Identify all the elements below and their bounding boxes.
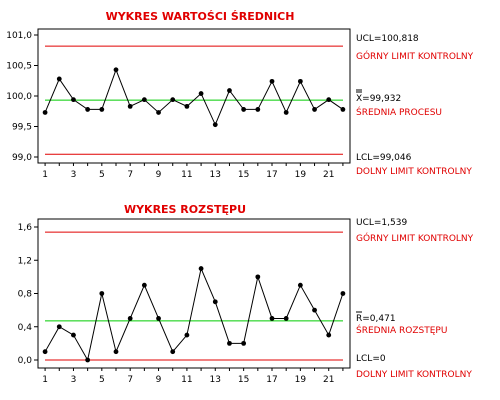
x-tick-label: 21: [323, 375, 334, 385]
x-tick-label: 7: [127, 375, 133, 385]
data-point: [227, 340, 232, 346]
data-point: [227, 88, 232, 93]
range-ucl-label: UCL=1,539: [356, 218, 407, 228]
range-lcl-label: LCL=0: [356, 354, 386, 364]
x-tick-label: 15: [238, 170, 249, 180]
x-tick-label: 21: [323, 170, 334, 180]
data-point: [312, 107, 317, 112]
range-chart: WYKRES ROZSTĘPU 0,00,40,81,21,6 1 3 5 7 9 11 1…: [18, 203, 474, 385]
mean-ucl-label: UCL=100,818: [356, 34, 419, 44]
x-tick-label: 1: [42, 375, 48, 385]
data-point: [71, 97, 76, 103]
data-point: [170, 97, 176, 103]
data-point: [141, 97, 147, 103]
x-tick-label: 7: [127, 170, 133, 180]
data-point: [340, 107, 346, 112]
mean-lcl-label: LCL=99,046: [356, 153, 412, 163]
x-tick-label: 15: [238, 375, 249, 385]
x-tick-label: 9: [156, 375, 162, 385]
x-tick-label: 3: [71, 375, 77, 385]
data-point: [127, 316, 133, 321]
data-point: [255, 274, 261, 280]
data-point: [326, 332, 332, 338]
data-point: [156, 316, 161, 321]
y-tick-label: 0,0: [18, 356, 33, 366]
range-ucl-sublabel: GÓRNY LIMIT KONTROLNY: [356, 232, 474, 244]
data-point: [312, 307, 317, 313]
x-tick-label: 11: [181, 170, 192, 180]
mean-chart: WYKRES WARTOŚCI ŚREDNICH 99,0 99,5 100,0 10…: [6, 10, 473, 180]
data-point: [184, 103, 190, 109]
data-point: [212, 122, 218, 128]
data-point: [326, 97, 332, 103]
data-point: [71, 332, 76, 338]
data-point: [212, 299, 218, 305]
range-cl-label: R=0,471: [356, 314, 396, 324]
series-line: [44, 68, 344, 126]
range-chart-plot-area: [37, 218, 351, 369]
y-tick-label: 1,2: [18, 256, 32, 266]
x-tick-label: 19: [295, 375, 307, 385]
data-point: [113, 67, 119, 73]
mean-chart-title: WYKRES WARTOŚCI ŚREDNICH: [106, 10, 295, 23]
data-point: [340, 291, 346, 296]
data-point: [156, 110, 161, 115]
data-point: [241, 340, 247, 346]
data-point: [127, 103, 133, 109]
data-point: [85, 357, 91, 363]
data-point: [269, 316, 275, 321]
data-point: [141, 282, 147, 288]
data-point: [184, 332, 190, 338]
x-tick-label: 9: [156, 170, 162, 180]
x-tick-label: 1: [42, 170, 48, 180]
y-tick-label: 0,4: [18, 323, 33, 333]
data-point: [198, 91, 204, 96]
data-point: [283, 316, 289, 321]
data-point: [99, 291, 105, 296]
series-line: [44, 266, 344, 362]
y-tick-label: 100,0: [6, 92, 32, 102]
data-point: [269, 78, 275, 84]
x-tick-label: 17: [266, 170, 277, 180]
x-tick-label: 11: [181, 375, 192, 385]
data-point: [99, 107, 105, 112]
range-cl-sublabel: ŚREDNIA ROZSTĘPU: [356, 324, 447, 336]
mean-chart-plot-area: [37, 28, 351, 164]
data-point: [241, 107, 247, 112]
range-chart-title: WYKRES ROZSTĘPU: [124, 203, 246, 216]
data-point: [297, 282, 303, 288]
x-tick-label: 5: [99, 170, 105, 180]
data-point: [170, 349, 176, 355]
x-tick-label: 19: [295, 170, 307, 180]
data-point: [42, 349, 48, 355]
y-tick-label: 100,5: [6, 62, 32, 72]
y-tick-label: 99,5: [12, 123, 32, 133]
mean-ucl-sublabel: GÓRNY LIMIT KONTROLNY: [356, 50, 474, 62]
y-tick-label: 0,8: [18, 290, 33, 300]
data-point: [42, 110, 48, 115]
y-tick-label: 1,6: [18, 223, 33, 233]
mean-cl-sublabel: ŚREDNIA PROCESU: [356, 106, 442, 118]
x-tick-label: 13: [210, 375, 221, 385]
data-point: [255, 107, 261, 112]
data-point: [56, 76, 62, 82]
data-point: [85, 107, 91, 112]
y-tick-label: 99,0: [12, 153, 32, 163]
x-tick-label: 13: [210, 170, 221, 180]
mean-lcl-sublabel: DOLNY LIMIT KONTROLNY: [356, 167, 472, 177]
mean-cl-label: X=99,932: [356, 94, 401, 104]
data-point: [56, 324, 62, 330]
x-tick-label: 3: [71, 170, 77, 180]
x-tick-label: 5: [99, 375, 105, 385]
data-point: [198, 266, 204, 271]
data-point: [283, 110, 289, 115]
range-lcl-sublabel: DOLNY LIMIT KONTROLNY: [356, 370, 472, 380]
y-tick-label: 101,0: [6, 31, 32, 41]
data-point: [113, 349, 119, 355]
data-point: [297, 78, 303, 84]
x-tick-label: 17: [266, 375, 277, 385]
